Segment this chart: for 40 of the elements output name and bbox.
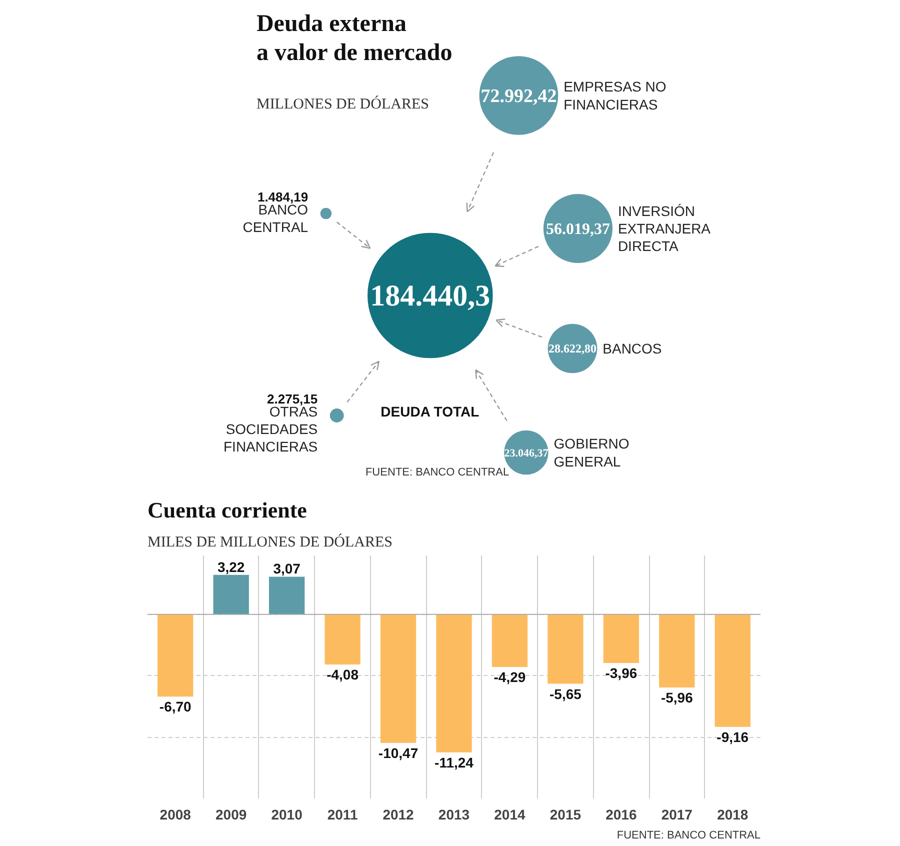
data-label: -9,16	[716, 728, 749, 745]
data-label: 3,22	[217, 558, 245, 575]
x-tick-label: 2018	[717, 806, 748, 822]
x-tick-label: 2011	[327, 806, 358, 822]
data-label: 1.484,19	[257, 190, 308, 204]
data-label: 23.046,37	[504, 448, 549, 460]
category-label: BANCOS	[602, 340, 662, 356]
text: Deuda externa a valor de mercado	[256, 11, 452, 66]
x-tick-label: 2013	[438, 806, 470, 822]
x-tick-label: 2008	[160, 806, 192, 822]
data-label: -4,08	[326, 666, 359, 682]
data-label: 2.275,15	[267, 392, 318, 406]
data-label: -5,65	[550, 686, 582, 702]
data-label: 28.622,80	[548, 342, 597, 356]
x-tick-label: 2014	[494, 806, 526, 822]
data-label: -11,24	[434, 754, 474, 770]
category-label: EMPRESAS NO FINANCIERAS	[564, 78, 666, 112]
chart-subtitle: MILES DE MILLONES DE DÓLARES	[148, 534, 392, 550]
text: MILLONES DE DÓLARES	[256, 96, 429, 112]
category-label: GOBIERNO GENERAL	[554, 436, 630, 470]
data-label: 56.019,37	[546, 221, 610, 238]
data-label: 184.440,3	[370, 280, 490, 312]
x-tick-label: 2017	[661, 806, 693, 822]
data-label: -10,47	[378, 744, 418, 761]
data-label: 3,07	[273, 560, 301, 577]
x-tick-label: 2015	[550, 806, 582, 822]
category-label: DEUDA TOTAL	[380, 404, 480, 420]
data-label: -4,29	[494, 669, 526, 686]
x-tick-label: 2016	[606, 806, 637, 822]
source-note: FUENTE: BANCO CENTRAL	[616, 830, 761, 842]
data-label: 72.992,42	[480, 86, 557, 107]
x-tick-label: 2009	[216, 806, 247, 822]
data-label: -5,96	[660, 690, 694, 706]
data-label: -3,96	[605, 665, 638, 682]
source-note: FUENTE: BANCO CENTRAL	[365, 466, 510, 478]
data-label: -6,70	[159, 698, 192, 715]
x-tick-label: 2010	[271, 806, 303, 822]
x-tick-label: 2012	[382, 806, 414, 822]
chart-title: Cuenta corriente	[148, 498, 308, 522]
category-label: INVERSIÓN EXTRANJERA DIRECTA	[618, 202, 712, 254]
